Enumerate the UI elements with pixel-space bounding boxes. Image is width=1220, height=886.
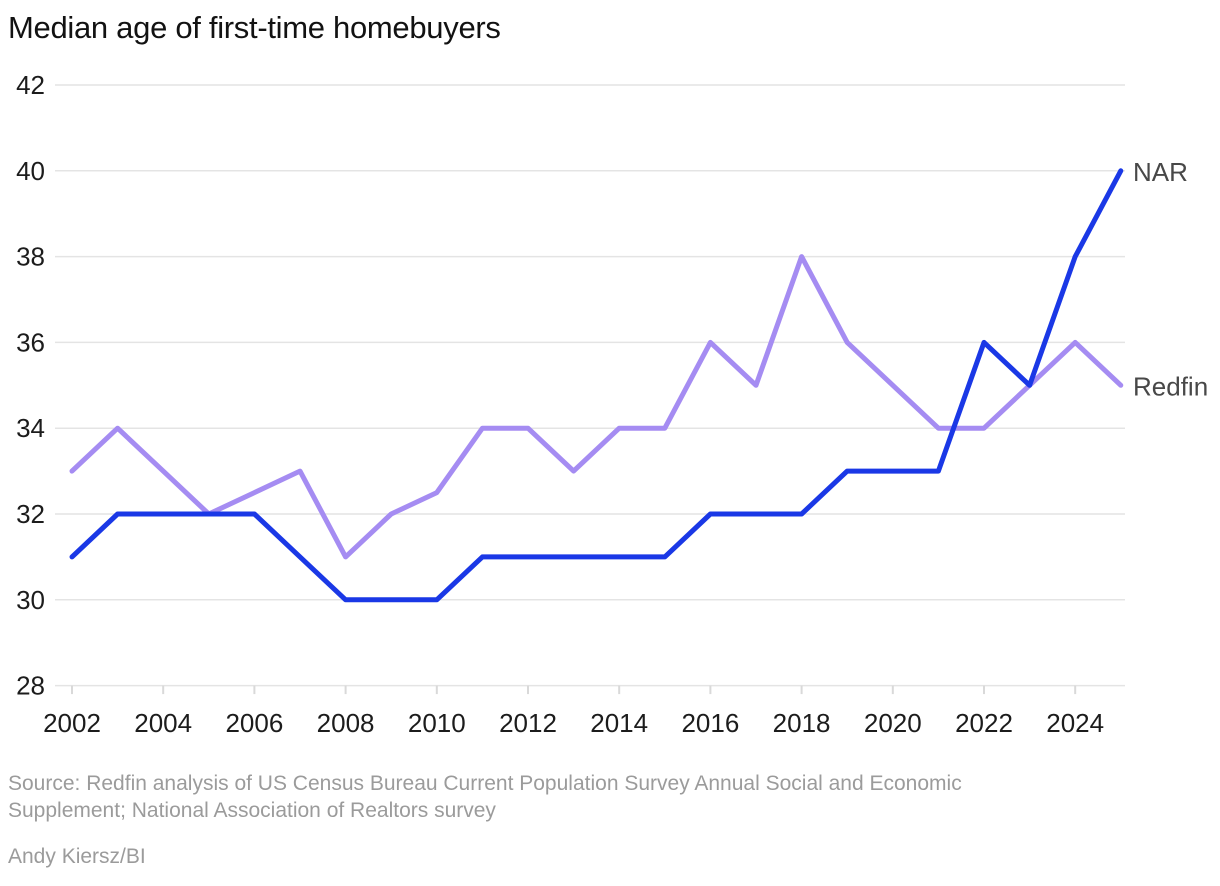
x-axis-label: 2024 [1046, 708, 1104, 738]
x-axis-label: 2008 [317, 708, 375, 738]
source-note: Source: Redfin analysis of US Census Bur… [8, 770, 1168, 824]
y-axis-label: 34 [16, 413, 45, 443]
y-axis-label: 36 [16, 327, 45, 357]
series-label-redfin: Redfin [1133, 371, 1208, 401]
y-axis-label: 32 [16, 499, 45, 529]
x-axis-label: 2016 [681, 708, 739, 738]
x-axis-label: 2012 [499, 708, 557, 738]
x-axis-label: 2006 [225, 708, 283, 738]
x-axis-label: 2002 [43, 708, 101, 738]
nar-line [69, 168, 1124, 603]
chart-title: Median age of first-time homebuyers [8, 10, 501, 45]
x-axis-label: 2010 [408, 708, 466, 738]
chart-area: 42 40 38 36 34 32 30 28 2002 2004 2006 2008 2010 2012… [16, 70, 1208, 738]
x-axis-label: 2022 [955, 708, 1013, 738]
credit: Andy Kiersz/BI [8, 845, 146, 868]
redfin-line [69, 254, 1124, 560]
x-axis-label: 2014 [590, 708, 648, 738]
y-axis-label: 28 [16, 671, 45, 701]
x-axis-label: 2020 [864, 708, 922, 738]
source-line-1: Source: Redfin analysis of US Census Bur… [8, 772, 962, 795]
y-axis-label: 38 [16, 242, 45, 272]
series-label-nar: NAR [1133, 157, 1188, 187]
chart-svg: 42 40 38 36 34 32 30 28 2002 2004 2006 2008 2010 2012… [16, 70, 1208, 738]
source-line-2: Supplement; National Association of Real… [8, 799, 496, 822]
y-axis-label: 30 [16, 585, 45, 615]
x-axis-label: 2004 [134, 708, 192, 738]
x-axis-label: 2018 [773, 708, 831, 738]
y-axis-label: 42 [16, 70, 45, 100]
y-axis-label: 40 [16, 156, 45, 186]
